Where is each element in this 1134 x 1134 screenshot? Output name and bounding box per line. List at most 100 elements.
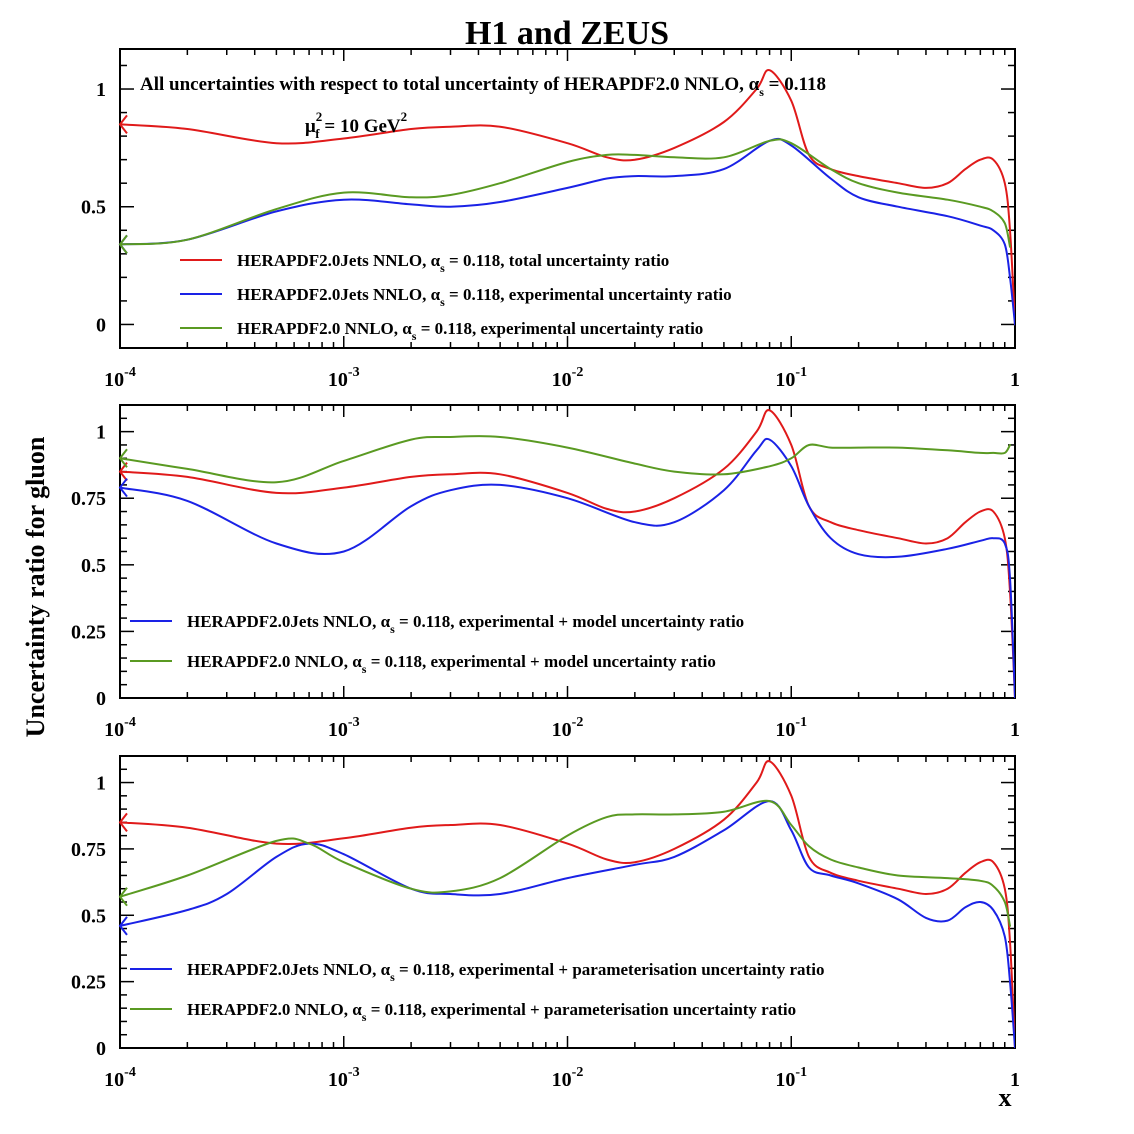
series-edge-marker-green [118,887,128,907]
legend-label-green-text: HERAPDF2.0 NNLO, [187,1000,352,1019]
x-tick-label: 1 [1010,719,1020,741]
x-tick-label-base: 10 [328,1069,348,1091]
figure-title: H1 and ZEUS [465,15,669,52]
x-tick-label: 10-2 [552,1065,584,1091]
legend-label-red-text-rest: = 0.118, total uncertainty ratio [445,251,670,270]
x-tick-label-exponent: -2 [572,715,584,730]
scale-label-mu: μ [305,116,316,137]
legend-label-blue: HERAPDF2.0Jets NNLO, αs = 0.118, experim… [187,960,824,984]
x-tick-label-base: 10 [104,369,124,391]
legend-label-red-text: HERAPDF2.0Jets NNLO, [237,251,431,270]
x-axis-label: x [999,1083,1012,1112]
y-tick-label: 0 [96,314,106,336]
scale-label-sub: f [315,126,320,141]
x-tick-label-exponent: -3 [348,365,360,380]
legend-label-blue-subscript: s [390,970,395,984]
series-edge-marker-red [118,114,128,134]
x-tick-label-base: 10 [552,719,572,741]
legend-label-green: HERAPDF2.0 NNLO, αs = 0.118, experimenta… [187,1000,796,1024]
series-line-green [120,435,1011,484]
legend-label-blue-text: HERAPDF2.0Jets NNLO, [237,285,431,304]
x-tick-label-exponent: -2 [572,1065,584,1080]
y-tick-label: 0 [96,1038,106,1060]
x-tick-label-base: 10 [328,369,348,391]
legend-label-blue-text: HERAPDF2.0Jets NNLO, [187,960,381,979]
y-tick-label: 1 [96,79,106,101]
series-line-blue [120,137,1015,326]
legend-label-green-symbol: α [352,1000,362,1019]
x-tick-label-base: 10 [328,719,348,741]
x-tick-label: 10-4 [104,365,136,391]
x-tick-label-exponent: -4 [124,1065,136,1080]
legend-label-blue-text-rest: = 0.118, experimental uncertainty ratio [445,285,732,304]
x-tick-label: 10-2 [552,365,584,391]
legend-label-green-symbol: α [402,319,412,338]
series-edge-marker-red [118,812,128,832]
panel-annotation-text: All uncertainties with respect to total … [140,74,749,95]
x-tick-label-exponent: -4 [124,715,136,730]
x-tick-label-base: 1 [1010,1069,1020,1091]
scale-label-sup: 2 [316,109,323,124]
legend-label-blue-subscript: s [390,622,395,636]
legend-label-blue-symbol: α [381,960,391,979]
legend-label-green: HERAPDF2.0 NNLO, αs = 0.118, experimenta… [237,319,703,343]
x-tick-label-exponent: -2 [572,365,584,380]
series-edge-marker-green [118,448,128,468]
series-line-red [120,409,1015,698]
y-tick-label: 1 [96,773,106,795]
x-tick-label-base: 10 [104,719,124,741]
x-tick-label: 10-1 [775,365,807,391]
legend-label-green: HERAPDF2.0 NNLO, αs = 0.118, experimenta… [187,652,716,676]
panel-annotation-subscript: s [759,85,764,99]
series-line-red [120,69,1015,326]
y-tick-label: 0.75 [71,839,106,861]
panel-annotation: All uncertainties with respect to total … [140,74,826,99]
legend-label-blue-symbol: α [431,285,441,304]
x-tick-label-base: 1 [1010,369,1020,391]
series-edge-marker-green [118,234,128,255]
series-line-blue [120,437,1015,698]
y-tick-label: 0.5 [81,197,106,219]
x-tick-label: 10-2 [552,715,584,741]
x-tick-label: 10-4 [104,715,136,741]
legend-label-red-subscript: s [440,261,445,275]
series-line-green [120,799,1011,927]
legend-label-green-subscript: s [362,662,367,676]
panel-middle: 10-4 10-3 10-2 10-1 100.250.50.751HERAPDF2.0… [71,404,1020,741]
x-tick-label: 10-1 [775,715,807,741]
x-tick-label: 10-3 [328,365,360,391]
x-tick-label-base: 1 [1010,719,1020,741]
legend-label-blue-text: HERAPDF2.0Jets NNLO, [187,612,381,631]
x-tick-label: 1 [1010,1069,1020,1091]
panel-bottom: 10-4 10-3 10-2 10-1 100.250.50.751HERAPDF2.0… [71,755,1020,1091]
panel-annotation-symbol: α [749,74,760,95]
x-tick-label-base: 10 [552,1069,572,1091]
legend-label-green-text: HERAPDF2.0 NNLO, [187,652,352,671]
legend-label-green-text-rest: = 0.118, experimental + parameterisation… [366,1000,796,1019]
legend-label-red: HERAPDF2.0Jets NNLO, αs = 0.118, total u… [237,251,669,275]
x-tick-label-exponent: -1 [795,715,807,730]
legend-label-blue-symbol: α [381,612,391,631]
series-edge-marker-blue [118,477,128,498]
panel-annotation-text-rest: = 0.118 [764,74,826,95]
x-tick-label: 10-1 [775,1065,807,1091]
y-tick-label: 0.25 [71,621,106,643]
legend-label-blue: HERAPDF2.0Jets NNLO, αs = 0.118, experim… [187,612,744,636]
x-tick-label: 10-3 [328,715,360,741]
x-tick-label: 1 [1010,369,1020,391]
x-tick-label-base: 10 [552,369,572,391]
x-tick-label-exponent: -1 [795,365,807,380]
x-tick-label-base: 10 [775,369,795,391]
y-tick-label: 1 [96,422,106,444]
legend-label-green-text-rest: = 0.118, experimental + model uncertaint… [366,652,715,671]
series-edge-marker-blue [118,916,128,936]
y-tick-label: 0.5 [81,555,106,577]
y-tick-label: 0.25 [71,972,106,994]
legend-label-green-text: HERAPDF2.0 NNLO, [237,319,402,338]
legend-label-blue-text-rest: = 0.118, experimental + parameterisation… [395,960,825,979]
x-tick-label-exponent: -3 [348,1065,360,1080]
series-line-red [120,760,1015,1048]
scale-label-sup2: 2 [401,109,408,124]
